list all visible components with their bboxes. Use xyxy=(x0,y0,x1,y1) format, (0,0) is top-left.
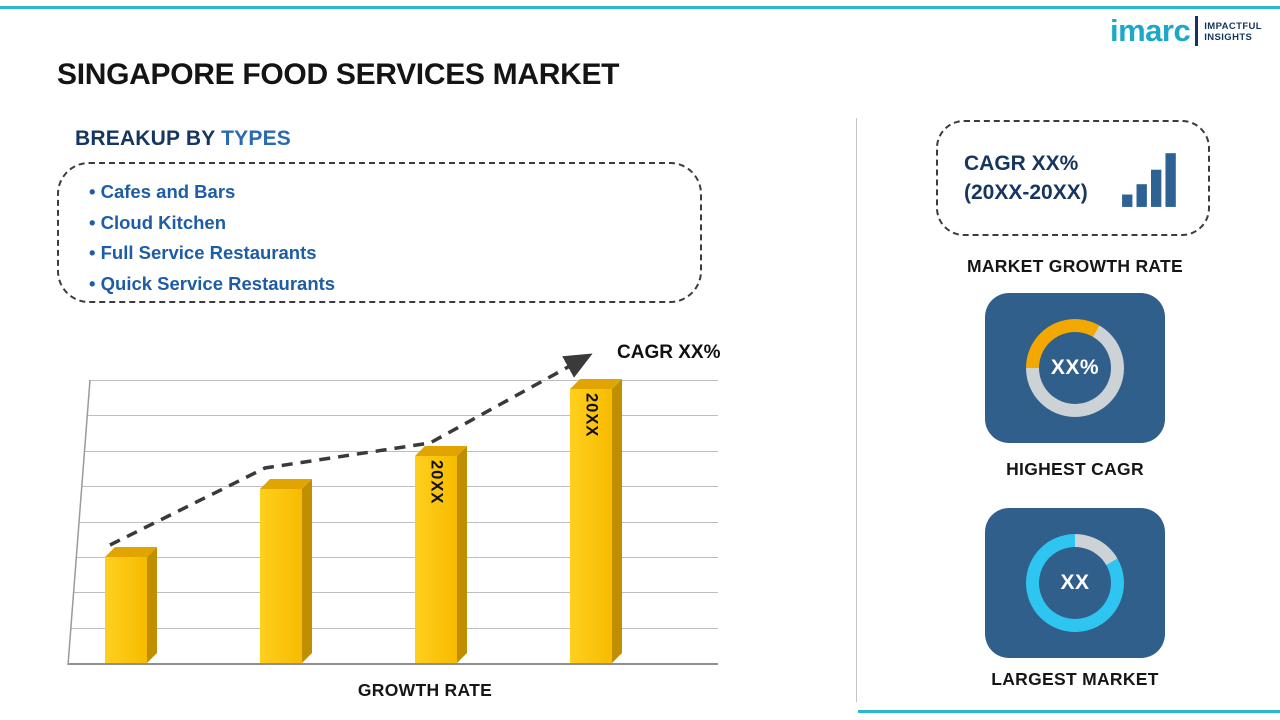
bar-2 xyxy=(260,479,312,663)
gridline xyxy=(74,592,718,593)
top-accent-line xyxy=(0,6,1280,9)
bar-front-face xyxy=(105,557,147,663)
list-item: Cafes and Bars xyxy=(89,177,700,208)
chart-left-axis xyxy=(67,379,91,666)
bar-label: 20XX xyxy=(582,393,601,438)
largest-market-value: XX xyxy=(1060,571,1090,594)
gridline xyxy=(71,628,718,629)
bar-front-face xyxy=(415,456,457,663)
trend-arrow-overlay xyxy=(67,353,593,666)
gridline xyxy=(68,663,718,665)
gridline xyxy=(79,522,718,523)
vertical-divider xyxy=(856,118,857,702)
list-item: Quick Service Restaurants xyxy=(89,269,700,300)
donut-hole xyxy=(1039,332,1111,404)
trend-arrow-line xyxy=(109,353,593,547)
bar-front-face xyxy=(260,489,302,663)
bar-4: 20XX xyxy=(570,379,622,663)
breakup-types-list: Cafes and Bars Cloud Kitchen Full Servic… xyxy=(59,164,700,299)
imarc-logo: imarc IMPACTFUL INSIGHTS xyxy=(1110,14,1262,46)
logo-tagline-line1: IMPACTFUL xyxy=(1204,20,1262,32)
highest-cagr-donut: XX% xyxy=(1026,319,1124,417)
gridline xyxy=(82,486,718,487)
gridline xyxy=(87,415,718,416)
highest-cagr-value: XX% xyxy=(1050,356,1100,379)
bottom-accent-line xyxy=(858,710,1280,713)
bar-front-face xyxy=(570,389,612,663)
breakup-heading-prefix: BREAKUP BY xyxy=(75,127,222,150)
chart-xaxis-label: GROWTH RATE xyxy=(357,680,493,700)
logo-tagline-line2: INSIGHTS xyxy=(1204,31,1253,43)
cagr-box-line2: (20XX-20XX) xyxy=(964,181,1088,204)
cagr-box-line1: CAGR XX% xyxy=(964,152,1079,175)
breakup-heading-highlight: TYPES xyxy=(221,127,291,150)
bar-label: 20XX xyxy=(427,460,446,505)
logo-divider xyxy=(1195,16,1199,46)
list-item: Cloud Kitchen xyxy=(89,208,700,239)
market-growth-rate-caption: MARKET GROWTH RATE xyxy=(966,256,1184,276)
largest-market-caption: LARGEST MARKET xyxy=(991,669,1159,689)
breakup-types-box: Cafes and Bars Cloud Kitchen Full Servic… xyxy=(57,162,702,303)
market-growth-rate-box: CAGR XX% (20XX-20XX) xyxy=(936,120,1210,236)
cagr-box-text: CAGR XX% (20XX-20XX) xyxy=(964,149,1088,207)
gridline xyxy=(85,451,718,452)
bar-chart: 20XX 20XX xyxy=(68,379,718,665)
largest-market-donut: XX xyxy=(1026,534,1124,632)
bar-3: 20XX xyxy=(415,446,467,663)
gridline xyxy=(90,380,718,381)
page-title: SINGAPORE FOOD SERVICES MARKET xyxy=(57,58,620,91)
breakup-heading: BREAKUP BY TYPES xyxy=(75,127,291,151)
bar-1 xyxy=(105,547,157,663)
logo-tagline: IMPACTFUL INSIGHTS xyxy=(1204,21,1262,43)
trend-cagr-label: CAGR XX% xyxy=(617,342,721,363)
list-item: Full Service Restaurants xyxy=(89,238,700,269)
bar-chart-icon xyxy=(1122,153,1176,207)
logo-wordmark: imarc xyxy=(1109,12,1191,48)
donut-hole xyxy=(1039,547,1111,619)
highest-cagr-panel: XX% xyxy=(985,293,1165,443)
gridline xyxy=(76,557,718,558)
highest-cagr-caption: HIGHEST CAGR xyxy=(1006,459,1144,479)
largest-market-panel: XX xyxy=(985,508,1165,658)
